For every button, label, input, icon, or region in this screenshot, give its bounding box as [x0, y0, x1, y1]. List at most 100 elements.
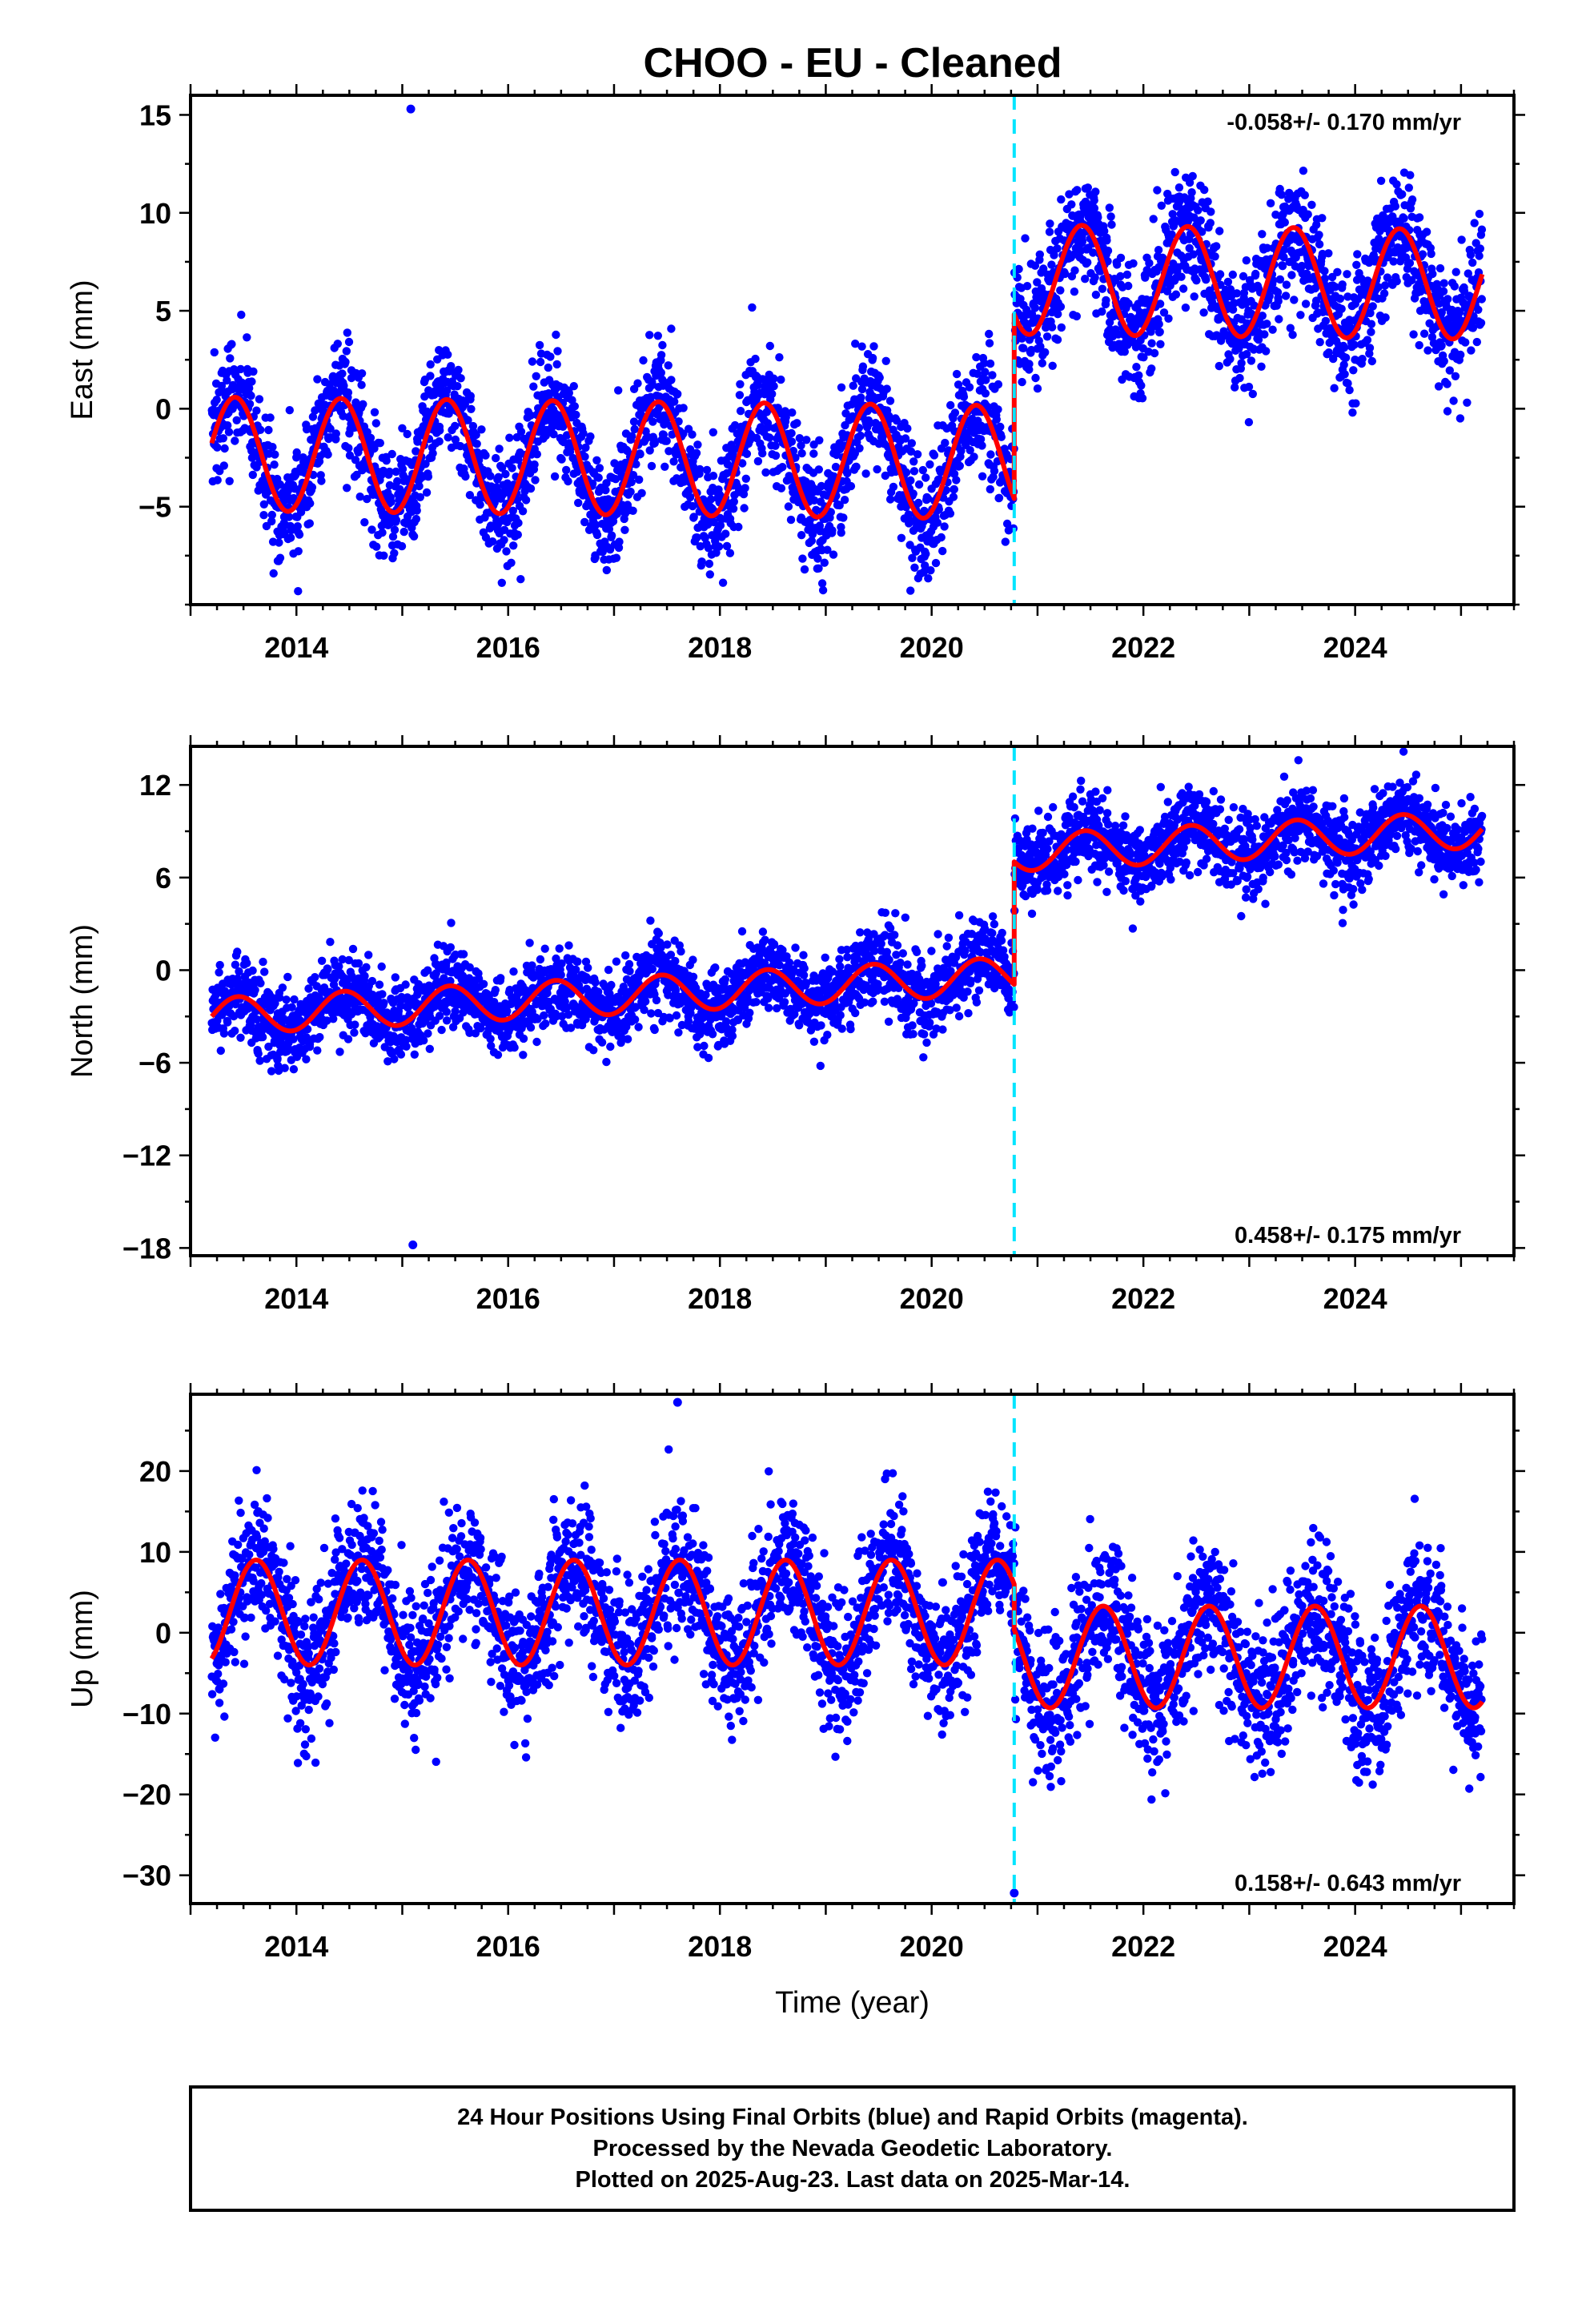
data-point [702, 465, 712, 475]
data-point [1423, 346, 1432, 355]
data-point [460, 400, 469, 408]
data-point [1439, 279, 1448, 287]
data-point [529, 382, 538, 391]
data-point [211, 991, 220, 999]
data-point [447, 919, 456, 927]
data-point [225, 476, 234, 485]
data-point [581, 1015, 590, 1023]
data-point [994, 493, 1004, 502]
y-tick-label: 10 [139, 197, 171, 230]
data-point [981, 368, 990, 376]
data-point [1035, 250, 1045, 259]
data-point [287, 1003, 296, 1012]
data-point [729, 497, 738, 506]
data-point [1048, 361, 1057, 370]
data-point [992, 415, 1002, 424]
data-point [1380, 281, 1390, 290]
data-point [342, 347, 351, 356]
data-point [536, 357, 545, 367]
data-point [589, 1046, 598, 1055]
data-point [1404, 183, 1414, 192]
x-tick-label: 2024 [1323, 631, 1387, 664]
data-point [957, 446, 966, 456]
data-point [1451, 372, 1460, 380]
data-point [1349, 366, 1358, 375]
data-point [1428, 269, 1437, 279]
data-point [282, 995, 291, 1004]
data-point [764, 423, 773, 432]
data-point [1321, 316, 1331, 325]
data-point [906, 476, 915, 485]
data-point [1330, 384, 1339, 392]
data-point [378, 528, 387, 537]
data-point [355, 493, 364, 501]
data-point [611, 475, 620, 484]
data-point [1065, 190, 1074, 199]
data-point [259, 500, 268, 509]
data-point [885, 396, 895, 405]
data-point [619, 983, 628, 991]
data-point [295, 530, 304, 539]
data-point [360, 971, 369, 980]
data-point [1300, 191, 1310, 199]
data-point [849, 381, 857, 390]
data-point [420, 392, 429, 401]
data-point [352, 470, 361, 480]
data-point [1237, 359, 1246, 368]
data-point [296, 508, 306, 517]
data-point [1232, 289, 1242, 298]
data-point [938, 546, 947, 556]
data-point [424, 966, 432, 975]
data-point [1157, 201, 1166, 210]
data-point [612, 553, 621, 562]
data-point [1303, 210, 1312, 219]
data-point [655, 392, 665, 401]
data-point [636, 450, 644, 459]
data-point [415, 481, 424, 491]
data-point [541, 1019, 550, 1028]
data-point [735, 391, 745, 400]
data-point [1405, 259, 1415, 267]
data-point [532, 1037, 541, 1047]
data-point [456, 374, 465, 383]
data-point [508, 506, 517, 515]
data-point [323, 964, 332, 974]
data-point [268, 443, 277, 452]
data-point [247, 377, 256, 386]
data-point [1271, 210, 1280, 219]
data-point [709, 517, 718, 527]
data-point [1351, 399, 1360, 408]
data-point [311, 973, 319, 982]
data-point [1014, 264, 1023, 274]
data-point [848, 412, 857, 421]
data-point [256, 979, 265, 988]
data-point [1286, 324, 1295, 332]
data-point [503, 1007, 512, 1015]
data-point [722, 541, 732, 551]
data-point [426, 360, 435, 369]
data-point [1343, 379, 1352, 388]
data-point [837, 529, 845, 537]
data-point [648, 964, 657, 974]
data-point [594, 987, 603, 996]
data-point [1206, 219, 1215, 227]
data-point [474, 975, 484, 983]
data-point [496, 974, 505, 983]
data-layer [207, 104, 1487, 596]
data-point [1262, 347, 1271, 356]
data-point [572, 965, 580, 975]
data-point [1134, 371, 1143, 380]
data-point [454, 365, 463, 375]
data-point [1422, 227, 1431, 236]
data-point [1149, 215, 1158, 223]
data-point [909, 467, 919, 476]
data-point [425, 1044, 434, 1054]
data-point [970, 452, 978, 461]
data-point [885, 495, 895, 504]
data-point [363, 494, 371, 504]
data-point [941, 438, 950, 448]
data-point [817, 481, 826, 491]
data-point [1122, 270, 1132, 279]
data-point [882, 384, 891, 393]
data-point [1299, 167, 1308, 175]
